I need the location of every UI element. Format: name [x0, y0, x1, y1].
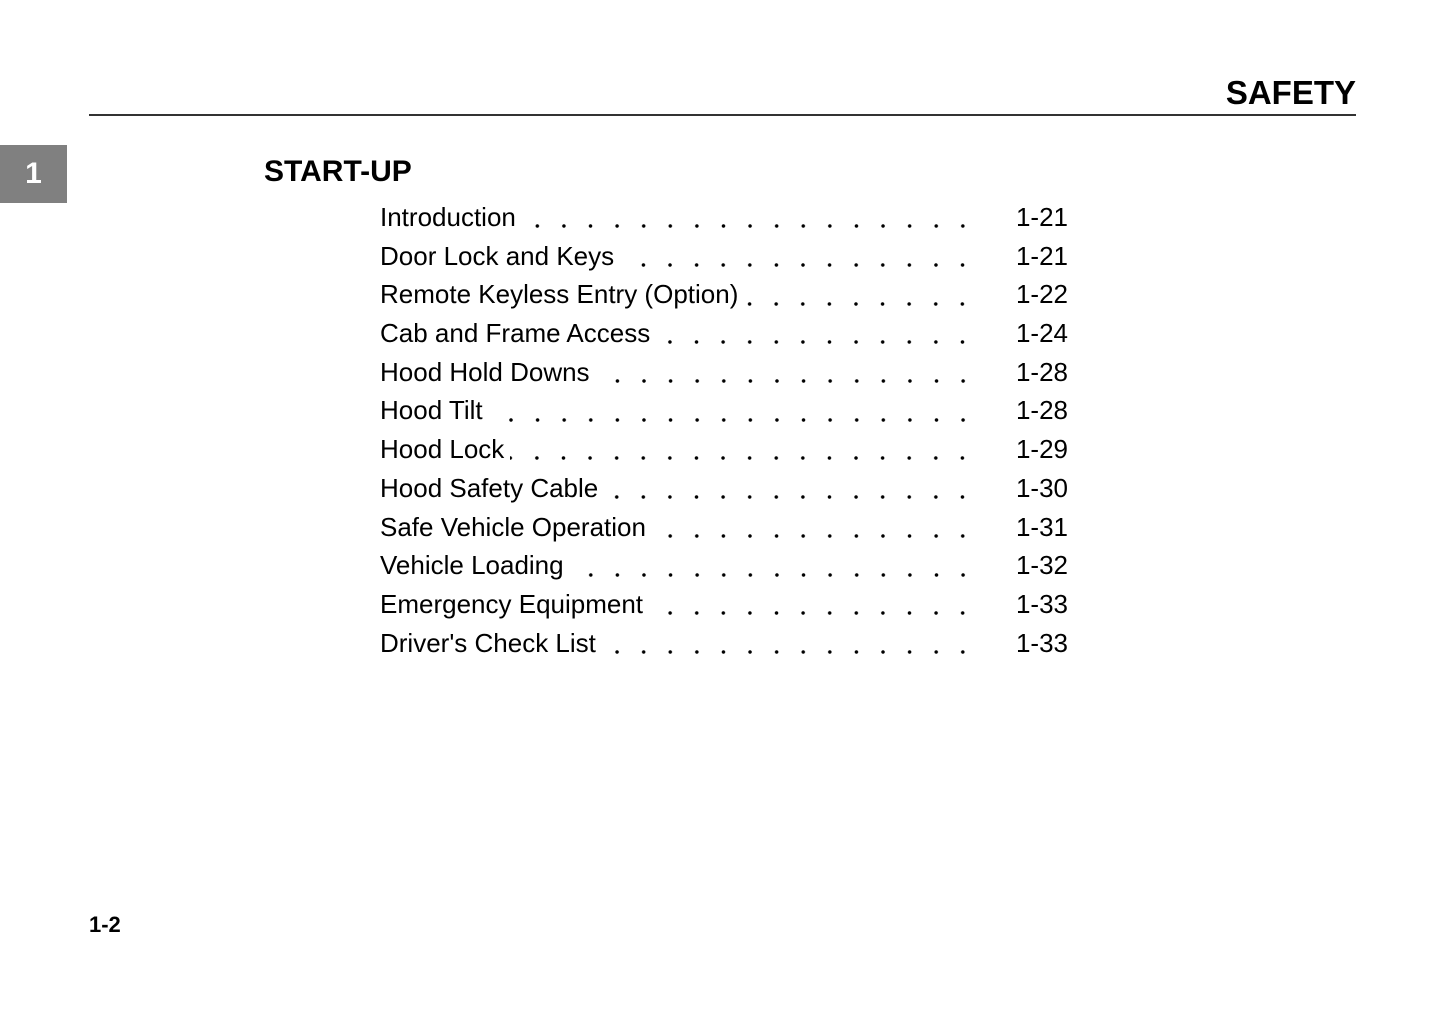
toc-entry[interactable]: Safe Vehicle Operation 1-31 — [380, 510, 1068, 549]
dot-leader — [601, 648, 976, 655]
toc-entry-label: Vehicle Loading — [380, 550, 564, 581]
toc-entry[interactable]: Remote Keyless Entry (Option) 1-22 — [380, 277, 1068, 316]
toc-entry-page: 1-33 — [1015, 588, 1068, 619]
toc-entry-label: Hood Safety Cable — [380, 472, 599, 503]
dot-leader — [595, 378, 976, 385]
toc-entry[interactable]: Cab and Frame Access 1-24 — [380, 316, 1068, 355]
dot-leader — [651, 532, 976, 539]
dot-leader — [521, 223, 976, 230]
toc-entry-label: Hood Lock — [380, 434, 505, 465]
toc-entry-page: 1-33 — [1015, 627, 1068, 658]
dot-leader — [744, 300, 976, 307]
toc-entry-label: Door Lock and Keys — [380, 240, 615, 271]
toc-entry[interactable]: Door Lock and Keys 1-21 — [380, 239, 1068, 278]
toc-entry[interactable]: Hood Tilt 1-28 — [380, 393, 1068, 432]
toc-entry-page: 1-22 — [1015, 279, 1068, 310]
toc-entry-label: Cab and Frame Access — [380, 318, 651, 349]
toc-entry-page: 1-30 — [1015, 472, 1068, 503]
dot-leader — [656, 339, 976, 346]
toc-entry-page: 1-28 — [1015, 395, 1068, 426]
toc-entry-page: 1-21 — [1015, 202, 1068, 232]
header-title: SAFETY — [1225, 74, 1356, 111]
toc-entry-label: Remote Keyless Entry (Option) — [380, 279, 739, 310]
toc-entry-label: Emergency Equipment — [380, 588, 644, 619]
dot-leader — [510, 455, 976, 462]
page-number: 1-2 — [89, 912, 121, 937]
toc-entry[interactable]: Driver's Check List 1-33 — [380, 626, 1068, 665]
toc-entry-label: Introduction — [380, 202, 516, 232]
chapter-tab: 1 — [0, 145, 67, 203]
dot-leader — [488, 416, 976, 423]
toc-entry-label: Hood Hold Downs — [380, 356, 590, 387]
toc-entry-label: Driver's Check List — [380, 627, 596, 658]
toc-entry[interactable]: Emergency Equipment 1-33 — [380, 587, 1068, 626]
dot-leader — [620, 262, 976, 269]
section-title: START-UP — [264, 155, 412, 188]
dot-leader — [649, 610, 976, 617]
dot-leader — [604, 494, 976, 501]
toc-entry-page: 1-32 — [1015, 550, 1068, 581]
header-divider — [89, 114, 1356, 116]
table-of-contents: Introduction 1-21 Door Lock and Keys 1-21 Re… — [380, 200, 1068, 664]
toc-entry[interactable]: Hood Safety Cable 1-30 — [380, 471, 1068, 510]
dot-leader — [569, 571, 976, 578]
toc-entry[interactable]: Vehicle Loading 1-32 — [380, 548, 1068, 587]
toc-entry-page: 1-28 — [1015, 356, 1068, 387]
toc-entry-label: Hood Tilt — [380, 395, 483, 426]
toc-entry-page: 1-29 — [1015, 434, 1068, 465]
toc-entry-page: 1-24 — [1015, 318, 1068, 349]
toc-entry[interactable]: Hood Hold Downs 1-28 — [380, 355, 1068, 394]
toc-entry-label: Safe Vehicle Operation — [380, 511, 646, 542]
toc-entry[interactable]: Hood Lock 1-29 — [380, 432, 1068, 471]
toc-entry-page: 1-21 — [1015, 240, 1068, 271]
toc-entry[interactable]: Introduction 1-21 — [380, 200, 1068, 239]
toc-entry-page: 1-31 — [1015, 511, 1068, 542]
